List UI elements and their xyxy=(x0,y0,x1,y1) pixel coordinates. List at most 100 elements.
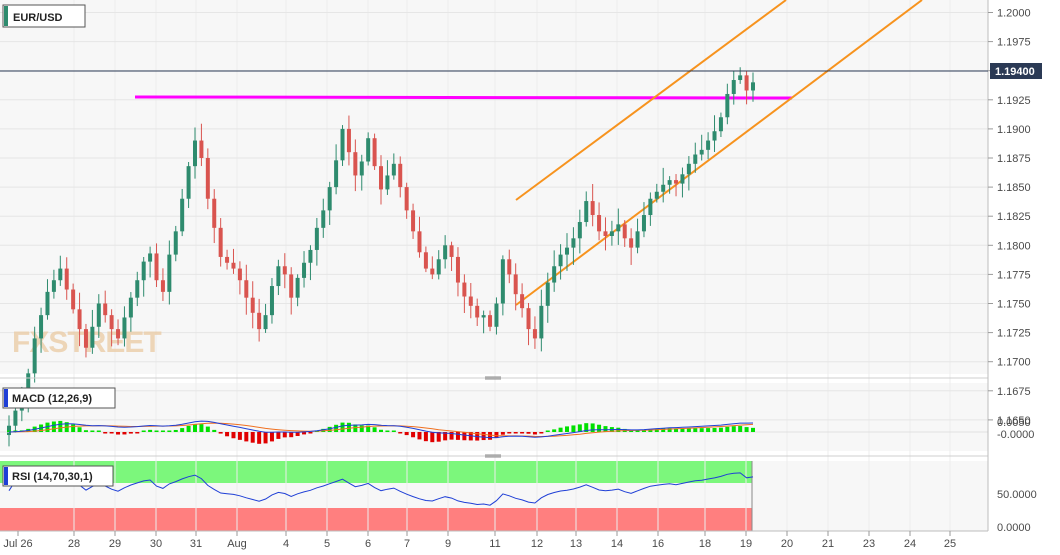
candle[interactable] xyxy=(417,216,422,258)
candle[interactable] xyxy=(584,191,589,227)
candle[interactable] xyxy=(507,249,512,284)
candle[interactable] xyxy=(212,189,217,244)
price-axis[interactable] xyxy=(988,0,1060,555)
candle[interactable] xyxy=(154,243,159,288)
candle[interactable] xyxy=(237,261,242,295)
candle[interactable] xyxy=(449,241,454,271)
candle[interactable] xyxy=(539,289,544,352)
candle[interactable] xyxy=(334,144,339,195)
candle[interactable] xyxy=(77,292,82,347)
candle[interactable] xyxy=(193,127,197,179)
candle[interactable] xyxy=(744,71,749,105)
candle[interactable] xyxy=(455,247,460,297)
candle[interactable] xyxy=(64,257,69,300)
candle[interactable] xyxy=(276,259,281,296)
candle[interactable] xyxy=(218,218,223,267)
candle[interactable] xyxy=(282,253,287,289)
candle[interactable] xyxy=(372,133,377,170)
candle[interactable] xyxy=(436,250,441,280)
candle[interactable] xyxy=(706,132,711,160)
candle[interactable] xyxy=(641,202,646,238)
candle[interactable] xyxy=(494,297,499,335)
candle[interactable] xyxy=(366,132,371,166)
candle[interactable] xyxy=(269,278,274,324)
candle[interactable] xyxy=(738,67,743,84)
candle[interactable] xyxy=(423,246,428,273)
candle[interactable] xyxy=(244,264,249,315)
candle[interactable] xyxy=(481,310,486,334)
candle[interactable] xyxy=(751,72,755,102)
candle[interactable] xyxy=(314,217,319,266)
candle[interactable] xyxy=(103,290,108,323)
candle[interactable] xyxy=(603,217,608,251)
candle[interactable] xyxy=(186,161,191,208)
candle[interactable] xyxy=(712,115,717,152)
candle[interactable] xyxy=(302,251,307,288)
candle[interactable] xyxy=(667,176,672,194)
candle[interactable] xyxy=(116,319,121,346)
macd-badge[interactable]: MACD (12,26,9) xyxy=(2,387,116,409)
channel-upper-line[interactable] xyxy=(515,0,787,201)
candle[interactable] xyxy=(725,83,730,125)
candle[interactable] xyxy=(58,255,63,286)
symbol-badge[interactable]: EUR/USD xyxy=(2,4,86,28)
candle[interactable] xyxy=(96,294,101,338)
candle[interactable] xyxy=(231,248,236,274)
candle[interactable] xyxy=(661,167,666,203)
candle[interactable] xyxy=(379,155,383,205)
candle[interactable] xyxy=(500,255,505,316)
candle[interactable] xyxy=(263,303,268,333)
candle[interactable] xyxy=(674,174,679,197)
candle[interactable] xyxy=(635,218,640,254)
candle[interactable] xyxy=(90,309,95,354)
candle[interactable] xyxy=(295,274,300,307)
channel-lower-line[interactable] xyxy=(515,0,923,306)
candle[interactable] xyxy=(648,192,653,226)
candle[interactable] xyxy=(718,112,723,137)
candle[interactable] xyxy=(199,123,204,167)
candle[interactable] xyxy=(353,139,358,192)
candle[interactable] xyxy=(225,249,230,270)
candle[interactable] xyxy=(526,302,531,346)
candle[interactable] xyxy=(128,292,133,332)
candle[interactable] xyxy=(629,228,634,265)
candle[interactable] xyxy=(488,310,493,332)
candle[interactable] xyxy=(83,323,88,358)
candle[interactable] xyxy=(359,154,364,191)
candle[interactable] xyxy=(109,309,114,347)
candle[interactable] xyxy=(693,142,698,173)
candle[interactable] xyxy=(475,298,480,326)
candle[interactable] xyxy=(346,115,351,166)
candle[interactable] xyxy=(160,268,165,301)
candle[interactable] xyxy=(308,245,313,281)
candle[interactable] xyxy=(462,274,467,314)
candle[interactable] xyxy=(565,233,569,271)
candle[interactable] xyxy=(532,316,537,349)
candle[interactable] xyxy=(321,198,326,238)
candle[interactable] xyxy=(173,225,178,262)
candle[interactable] xyxy=(141,256,146,297)
candle[interactable] xyxy=(327,181,332,225)
candle[interactable] xyxy=(622,220,627,247)
candle[interactable] xyxy=(135,271,140,307)
macd-resize-handle[interactable] xyxy=(485,376,501,380)
candle[interactable] xyxy=(391,153,396,180)
candle[interactable] xyxy=(443,235,448,269)
candle[interactable] xyxy=(571,227,576,265)
candle[interactable] xyxy=(257,298,262,342)
rsi-resize-handle[interactable] xyxy=(485,454,501,458)
macd-panel[interactable] xyxy=(0,383,988,451)
candle[interactable] xyxy=(45,279,50,320)
candle[interactable] xyxy=(180,188,185,237)
candle[interactable] xyxy=(250,281,255,329)
candle[interactable] xyxy=(398,156,403,198)
candle[interactable] xyxy=(404,182,409,219)
candle[interactable] xyxy=(520,283,525,318)
candle[interactable] xyxy=(590,183,595,227)
candle[interactable] xyxy=(609,220,614,246)
candle[interactable] xyxy=(340,125,345,166)
candle[interactable] xyxy=(654,183,659,203)
candle[interactable] xyxy=(289,267,294,315)
candle[interactable] xyxy=(430,256,435,280)
